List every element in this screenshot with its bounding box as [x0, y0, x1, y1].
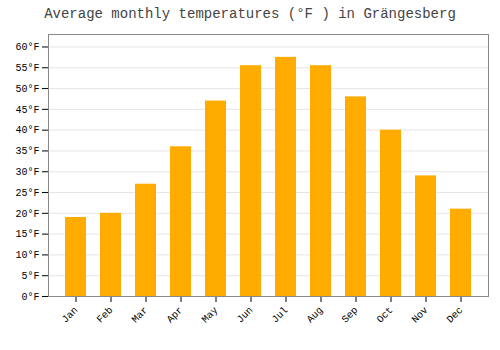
- svg-text:50°F: 50°F: [15, 84, 39, 95]
- svg-text:5°F: 5°F: [21, 271, 39, 282]
- svg-text:Apr: Apr: [165, 305, 186, 326]
- svg-text:55°F: 55°F: [15, 63, 39, 74]
- svg-text:Dec: Dec: [445, 305, 466, 326]
- svg-text:Jun: Jun: [235, 305, 256, 326]
- svg-text:60°F: 60°F: [15, 42, 39, 53]
- svg-text:30°F: 30°F: [15, 167, 39, 178]
- svg-text:Jan: Jan: [60, 305, 81, 326]
- svg-text:Jul: Jul: [270, 305, 291, 326]
- svg-text:15°F: 15°F: [15, 229, 39, 240]
- svg-text:40°F: 40°F: [15, 125, 39, 136]
- svg-text:Mar: Mar: [130, 305, 151, 326]
- svg-text:20°F: 20°F: [15, 209, 39, 220]
- svg-text:Aug: Aug: [305, 305, 326, 326]
- svg-text:0°F: 0°F: [21, 292, 39, 303]
- html-text:Average monthly temperatures (: Average monthly temperatures (°F ) in Gr…: [44, 6, 456, 22]
- svg-text:10°F: 10°F: [15, 250, 39, 261]
- svg-text:Feb: Feb: [95, 305, 116, 326]
- svg-text:May: May: [200, 305, 221, 326]
- svg-text:35°F: 35°F: [15, 146, 39, 157]
- svg-text:45°F: 45°F: [15, 105, 39, 116]
- svg-text:Sep: Sep: [340, 305, 361, 326]
- svg-text:Nov: Nov: [410, 305, 431, 326]
- svg-text:Oct: Oct: [375, 305, 396, 326]
- svg-text:25°F: 25°F: [15, 188, 39, 199]
